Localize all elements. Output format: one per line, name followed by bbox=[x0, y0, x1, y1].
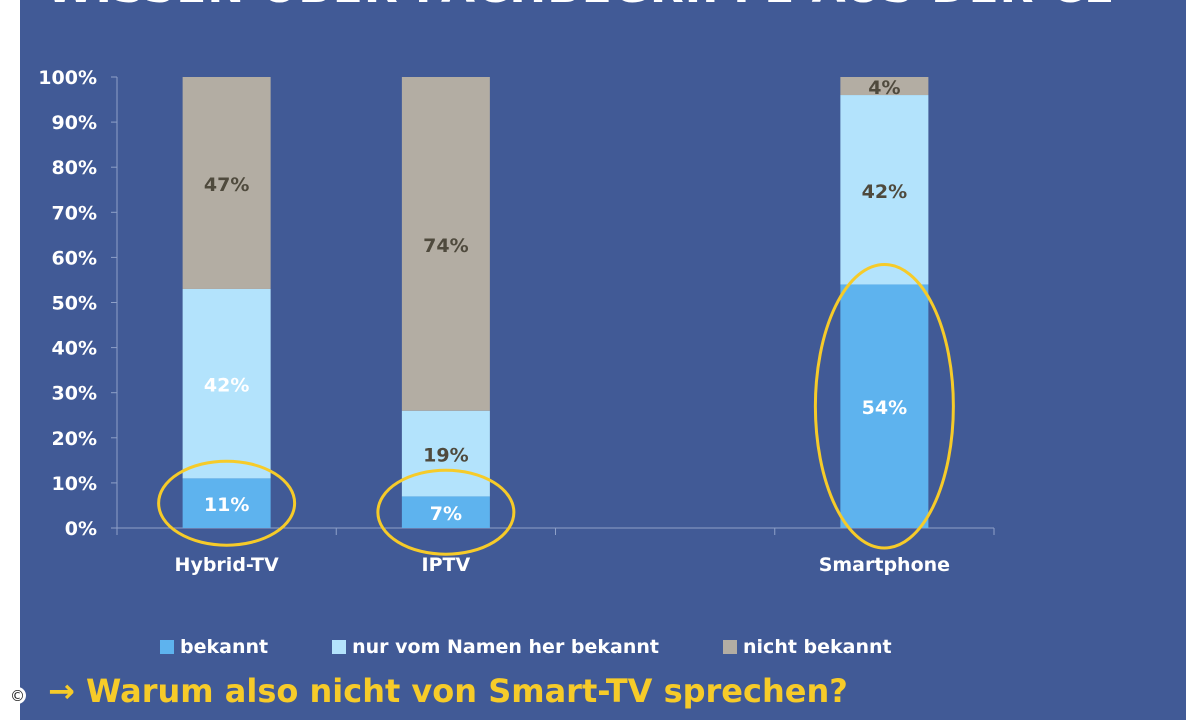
copyright-icon: © bbox=[9, 686, 26, 705]
legend-label: bekannt bbox=[180, 636, 269, 658]
bar-segment bbox=[182, 478, 271, 528]
highlight-ellipse bbox=[157, 459, 297, 547]
legend-label: nicht bekannt bbox=[743, 636, 892, 658]
highlight-ellipse bbox=[813, 262, 955, 550]
bar-segment bbox=[182, 77, 271, 289]
arrow-right-icon: → bbox=[48, 672, 75, 710]
highlight-ellipse bbox=[376, 468, 516, 556]
data-label: 47% bbox=[204, 174, 249, 196]
y-tick-label: 20% bbox=[52, 428, 97, 450]
y-tick-label: 70% bbox=[52, 202, 97, 224]
data-label: 7% bbox=[430, 503, 462, 525]
conclusion-label: Warum also nicht von Smart-TV sprechen? bbox=[85, 672, 848, 710]
data-label: 42% bbox=[862, 181, 907, 203]
y-tick-label: 40% bbox=[52, 338, 97, 360]
legend-swatch bbox=[332, 640, 347, 654]
y-tick-label: 30% bbox=[52, 383, 97, 405]
legend-item: nur vom Namen her bekannt bbox=[332, 636, 659, 658]
slide-background: WISSEN ÜBER FACHBEGRIFFE AUS DER CE 0% 10… bbox=[20, 0, 1186, 720]
category-label: Hybrid-TV bbox=[175, 554, 279, 576]
data-label: 42% bbox=[204, 375, 249, 397]
page-title: WISSEN ÜBER FACHBEGRIFFE AUS DER CE bbox=[46, 0, 1115, 13]
data-label: 54% bbox=[862, 397, 907, 419]
y-tick-label: 90% bbox=[52, 112, 97, 134]
y-tick-label: 60% bbox=[52, 247, 97, 269]
data-label: 74% bbox=[423, 235, 468, 257]
legend-swatch bbox=[723, 640, 738, 654]
bar-segment bbox=[182, 288, 271, 479]
data-label: 4% bbox=[868, 77, 900, 99]
category-label: IPTV bbox=[422, 554, 471, 576]
y-tick-label: 0% bbox=[65, 518, 97, 540]
legend-item: nicht bekannt bbox=[723, 636, 892, 658]
bar-segment bbox=[840, 77, 929, 96]
legend-item: bekannt bbox=[160, 636, 268, 658]
legend: bekannt nur vom Namen her bekannt nicht be… bbox=[160, 634, 892, 660]
bar-segment bbox=[401, 410, 490, 497]
bar-segment bbox=[401, 77, 490, 411]
conclusion-text: → Warum also nicht von Smart-TV sprechen… bbox=[48, 672, 848, 710]
stacked-bar-chart: 0% 10% 20% 30% 40% 50% 60% 70% 80% 90% 100% 11% 42% 4… bbox=[38, 67, 995, 576]
y-tick-label: 50% bbox=[52, 293, 97, 315]
data-label: 19% bbox=[423, 445, 468, 467]
category-label: Smartphone bbox=[819, 554, 950, 576]
data-label: 11% bbox=[204, 494, 249, 516]
y-tick-label: 80% bbox=[52, 157, 97, 179]
bar-segment bbox=[840, 284, 929, 528]
legend-label: nur vom Namen her bekannt bbox=[352, 636, 660, 658]
bar-segment bbox=[401, 496, 490, 528]
legend-swatch bbox=[160, 640, 174, 654]
bar-segment bbox=[840, 95, 929, 285]
y-tick-label: 100% bbox=[38, 67, 97, 89]
y-tick-label: 10% bbox=[52, 473, 97, 495]
